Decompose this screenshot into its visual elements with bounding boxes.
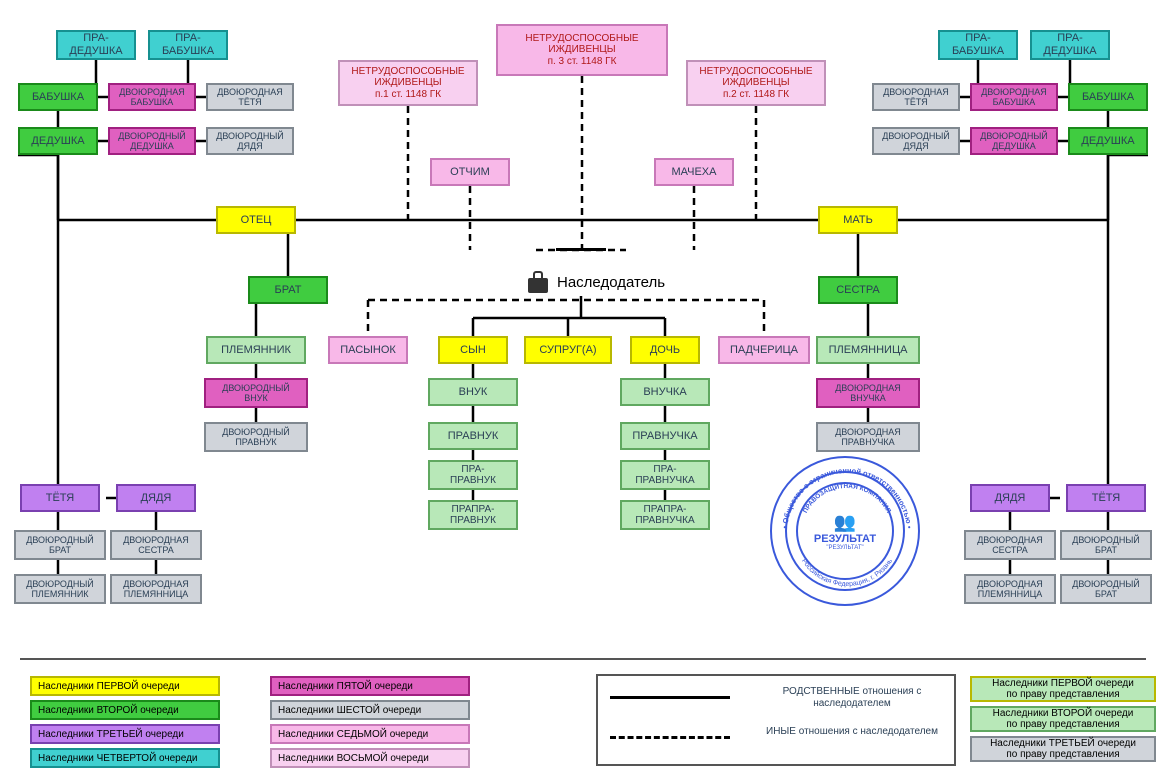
- node-pra_bab_r: ПРА- БАБУШКА: [938, 30, 1018, 60]
- company-stamp: • Общество с ограниченной ответственност…: [770, 456, 920, 606]
- legend-queue-0: Наследники ПЕРВОЙ очереди: [30, 676, 220, 696]
- legend-queue-5: Наследники ШЕСТОЙ очереди: [270, 700, 470, 720]
- node-dv_vnuk: ДВОЮРОДНЫЙ ВНУК: [204, 378, 308, 408]
- legend-queue-7: Наследники ВОСЬМОЙ очереди: [270, 748, 470, 768]
- node-ppravnf: ПРАПРА- ПРАВНУЧКА: [620, 500, 710, 530]
- node-pra_bab_l: ПРА- БАБУШКА: [148, 30, 228, 60]
- node-bab_r: БАБУШКА: [1068, 83, 1148, 111]
- briefcase-icon: [525, 271, 551, 293]
- node-bab_l: БАБУШКА: [18, 83, 98, 111]
- node-pra_ded_r: ПРА- ДЕДУШКА: [1030, 30, 1110, 60]
- node-dv_plem_ml: ДВОЮРОДНЫЙ ПЛЕМЯННИК: [14, 574, 106, 604]
- node-izh8_l: НЕТРУДОСПОСОБНЫЕ ИЖДИВЕНЦЫ п.1 ст. 1148 …: [338, 60, 478, 106]
- node-ded_r: ДЕДУШКА: [1068, 127, 1148, 155]
- node-dv_ded_l: ДВОЮРОДНЫЙ ДЕДУШКА: [108, 127, 196, 155]
- legend-queue-1: Наследники ВТОРОЙ очереди: [30, 700, 220, 720]
- legend-repr-0: Наследники ПЕРВОЙ очереди по праву предс…: [970, 676, 1156, 702]
- node-padcher: ПАДЧЕРИЦА: [718, 336, 810, 364]
- node-prapravnuk: ПРА- ПРАВНУК: [428, 460, 518, 490]
- node-izh8_r: НЕТРУДОСПОСОБНЫЕ ИЖДИВЕНЦЫ п.2 ст. 1148 …: [686, 60, 826, 106]
- node-izh_pink: НЕТРУДОСПОСОБНЫЕ ИЖДИВЕНЦЫ п. 3 ст. 1148…: [496, 24, 668, 76]
- node-dv_vnuchka: ДВОЮРОДНАЯ ВНУЧКА: [816, 378, 920, 408]
- node-suprug: СУПРУГ(А): [524, 336, 612, 364]
- diagram-stage: Наследодатель ПРА- ДЕДУШКА ПРА- БАБУШКА БА…: [0, 0, 1166, 781]
- node-brat: БРАТ: [248, 276, 328, 304]
- node-tetya_l: ТЁТЯ: [20, 484, 100, 512]
- node-dv_sestra_r: ДВОЮРОДНАЯ СЕСТРА: [964, 530, 1056, 560]
- svg-text:ПРАВОЗАЩИТНАЯ КОМПАНИЯ: ПРАВОЗАЩИТНАЯ КОМПАНИЯ: [802, 483, 892, 515]
- legend-queue-2: Наследники ТРЕТЬЕЙ очереди: [30, 724, 220, 744]
- legend-line-dashed: [610, 736, 730, 739]
- node-dv_tet_r: ДВОЮРОДНАЯ ТЁТЯ: [872, 83, 960, 111]
- node-dv_plem_mr: ДВОЮРОДНЫЙ БРАТ: [1060, 574, 1152, 604]
- node-dv_pravnf: ДВОЮРОДНАЯ ПРАВНУЧКА: [816, 422, 920, 452]
- node-dv_bab_r: ДВОЮРОДНАЯ БАБУШКА: [970, 83, 1058, 111]
- node-dv_brat_l: ДВОЮРОДНЫЙ БРАТ: [14, 530, 106, 560]
- legend-text-dashed: ИНЫЕ отношения с наследодателем: [752, 726, 952, 738]
- node-vnuchka: ВНУЧКА: [620, 378, 710, 406]
- svg-text:• Общество с ограниченной отве: • Общество с ограниченной ответственност…: [780, 466, 914, 529]
- testator-label: Наследодатель: [525, 271, 665, 293]
- footer-separator: [20, 658, 1146, 660]
- svg-text:Российская Федерация, г. Рязан: Российская Федерация, г. Рязань: [800, 557, 894, 588]
- node-plem_m: ПЛЕМЯННИК: [206, 336, 306, 364]
- node-ppravnuk: ПРАПРА- ПРАВНУК: [428, 500, 518, 530]
- node-dyadya_r: ДЯДЯ: [970, 484, 1050, 512]
- node-macheha: МАЧЕХА: [654, 158, 734, 186]
- node-sestra: СЕСТРА: [818, 276, 898, 304]
- connector-lines: [0, 0, 1166, 781]
- node-dv_plem_fl: ДВОЮРОДНАЯ ПЛЕМЯННИЦА: [110, 574, 202, 604]
- legend-text-solid: РОДСТВЕННЫЕ отношения с наследодателем: [752, 686, 952, 710]
- node-tetya_r: ТЁТЯ: [1066, 484, 1146, 512]
- node-otchim: ОТЧИМ: [430, 158, 510, 186]
- node-dv_plem_fr: ДВОЮРОДНАЯ ПЛЕМЯННИЦА: [964, 574, 1056, 604]
- node-pasynok: ПАСЫНОК: [328, 336, 408, 364]
- node-dv_dya_l: ДВОЮРОДНЫЙ ДЯДЯ: [206, 127, 294, 155]
- node-doch: ДОЧЬ: [630, 336, 700, 364]
- node-dv_sestra_l: ДВОЮРОДНАЯ СЕСТРА: [110, 530, 202, 560]
- node-dv_brat_r: ДВОЮРОДНЫЙ БРАТ: [1060, 530, 1152, 560]
- legend-line-solid: [610, 696, 730, 699]
- node-ded_l: ДЕДУШКА: [18, 127, 98, 155]
- testator-text: Наследодатель: [557, 274, 665, 291]
- node-otec: ОТЕЦ: [216, 206, 296, 234]
- node-dv_ded_r: ДВОЮРОДНЫЙ ДЕДУШКА: [970, 127, 1058, 155]
- node-dv_bab_l: ДВОЮРОДНАЯ БАБУШКА: [108, 83, 196, 111]
- node-syn: СЫН: [438, 336, 508, 364]
- legend-queue-6: Наследники СЕДЬМОЙ очереди: [270, 724, 470, 744]
- node-plem_f: ПЛЕМЯННИЦА: [816, 336, 920, 364]
- node-dv_tet_l: ДВОЮРОДНАЯ ТЁТЯ: [206, 83, 294, 111]
- legend-repr-2: Наследники ТРЕТЬЕЙ очереди по праву пред…: [970, 736, 1156, 762]
- node-vnuk: ВНУК: [428, 378, 518, 406]
- node-pravnuchka: ПРАВНУЧКА: [620, 422, 710, 450]
- node-mat: МАТЬ: [818, 206, 898, 234]
- node-pra_ded_l: ПРА- ДЕДУШКА: [56, 30, 136, 60]
- legend-queue-4: Наследники ПЯТОЙ очереди: [270, 676, 470, 696]
- relationship-legend-box: РОДСТВЕННЫЕ отношения с наследодателем И…: [596, 674, 956, 766]
- legend-repr-1: Наследники ВТОРОЙ очереди по праву предс…: [970, 706, 1156, 732]
- node-dyadya_l: ДЯДЯ: [116, 484, 196, 512]
- node-prapravnf: ПРА- ПРАВНУЧКА: [620, 460, 710, 490]
- testator-t-top: [556, 248, 606, 251]
- node-dv_pravnuk: ДВОЮРОДНЫЙ ПРАВНУК: [204, 422, 308, 452]
- node-pravnuk: ПРАВНУК: [428, 422, 518, 450]
- legend-queue-3: Наследники ЧЕТВЕРТОЙ очереди: [30, 748, 220, 768]
- node-dv_dya_r: ДВОЮРОДНЫЙ ДЯДЯ: [872, 127, 960, 155]
